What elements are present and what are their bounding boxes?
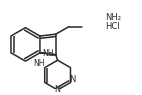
Text: N: N xyxy=(69,75,75,84)
Text: HCl: HCl xyxy=(105,22,120,31)
Text: NH: NH xyxy=(34,59,45,68)
Text: N: N xyxy=(55,86,60,94)
Text: NH₂: NH₂ xyxy=(105,13,121,22)
Text: NH: NH xyxy=(42,49,54,58)
